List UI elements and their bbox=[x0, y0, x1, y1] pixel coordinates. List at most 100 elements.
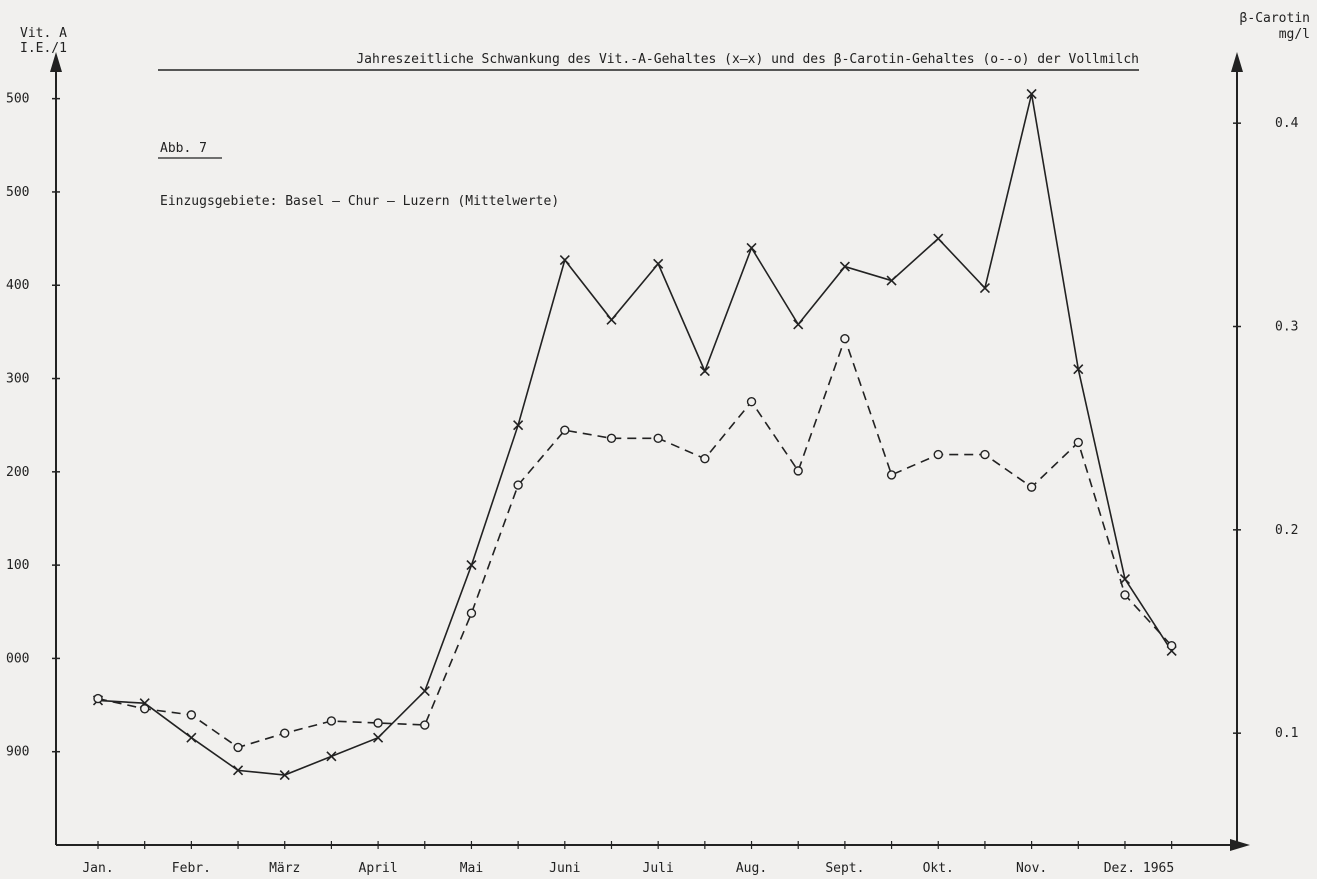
left-tick-label: 500 bbox=[6, 185, 29, 200]
beta_carotin-point bbox=[980, 449, 990, 460]
right-axis-arrowhead bbox=[1231, 52, 1243, 72]
vit_a-point bbox=[466, 560, 477, 571]
vit_a-point bbox=[793, 319, 804, 330]
x-marker-stroke bbox=[326, 751, 337, 762]
x-tick-label: Aug. bbox=[736, 861, 767, 876]
axes-group: Vit. A I.E./1 β-Carotin mg/l Jahreszeitl… bbox=[20, 11, 1310, 851]
beta_carotin-point bbox=[93, 693, 103, 704]
x-marker-stroke bbox=[1073, 364, 1084, 375]
x-marker-stroke bbox=[373, 732, 384, 743]
vit_a-point bbox=[886, 275, 897, 286]
x-marker-stroke bbox=[653, 258, 664, 269]
vit_a-point bbox=[232, 765, 244, 776]
x-tick-label: Mai bbox=[460, 861, 483, 876]
vit_a-point bbox=[326, 751, 337, 762]
beta_carotin-point bbox=[746, 397, 757, 407]
x-marker-stroke bbox=[419, 685, 430, 697]
vit_a-point bbox=[513, 420, 524, 431]
vit_a-point bbox=[839, 261, 850, 272]
x-tick-label: Febr. bbox=[172, 861, 211, 876]
beta_carotin-point bbox=[606, 433, 617, 444]
beta_carotin-point bbox=[1120, 590, 1130, 600]
vit_a-point bbox=[606, 314, 617, 325]
vit_a-point bbox=[699, 366, 710, 377]
x-marker-stroke bbox=[746, 242, 757, 253]
x-ticks-group: Jan. Febr. März April Mai Juni Juli Aug. Sept. Ok… bbox=[82, 841, 1174, 876]
x-tick-label: Juli bbox=[643, 861, 674, 876]
beta_carotin-point bbox=[466, 608, 477, 618]
x-marker-stroke bbox=[886, 275, 897, 286]
vit_a-point bbox=[279, 769, 290, 781]
x-marker-stroke bbox=[232, 765, 244, 776]
vit_a-series-line bbox=[97, 93, 1173, 776]
right-tick-label: 0.2 bbox=[1275, 523, 1298, 538]
x-axis-arrowhead bbox=[1230, 839, 1250, 851]
beta_carotin-point bbox=[420, 720, 430, 730]
vit_a-point bbox=[1119, 574, 1131, 585]
vit_a-point bbox=[1026, 88, 1037, 100]
right-axis-label-line1: β-Carotin bbox=[1240, 11, 1310, 26]
beta_carotin-point bbox=[886, 470, 897, 480]
left-tick-label: 000 bbox=[6, 651, 29, 666]
x-marker-stroke bbox=[559, 254, 570, 266]
x-tick-label: März bbox=[269, 861, 300, 876]
beta_carotin-point bbox=[1026, 482, 1037, 492]
left-tick-label: 400 bbox=[6, 278, 29, 293]
beta_carotin-series-line bbox=[97, 336, 1173, 749]
x-marker-stroke bbox=[1026, 88, 1037, 100]
right-axis-label-line2: mg/l bbox=[1279, 27, 1310, 42]
right-ticks-group: 0.4 0.3 0.2 0.1 bbox=[1233, 116, 1299, 741]
x-tick-label: Juni bbox=[549, 861, 580, 876]
vit_a-point bbox=[1073, 364, 1084, 375]
x-marker-stroke bbox=[793, 319, 804, 330]
left-tick-label: 100 bbox=[6, 558, 29, 573]
x-tick-label: Sept. bbox=[825, 861, 864, 876]
left-tick-label: 200 bbox=[6, 465, 29, 480]
vit_a-point bbox=[653, 258, 664, 269]
left-tick-label: 900 bbox=[6, 745, 29, 760]
beta_carotin-point bbox=[326, 716, 337, 726]
left-axis-label-line1: Vit. A bbox=[20, 26, 67, 41]
x-tick-label: Nov. bbox=[1016, 861, 1047, 876]
beta_carotin-point bbox=[373, 718, 383, 728]
beta_carotin-point bbox=[513, 480, 523, 490]
left-axis-label-line2: I.E./1 bbox=[20, 41, 67, 56]
beta_carotin-point bbox=[1166, 641, 1177, 651]
left-tick-label: 300 bbox=[6, 372, 29, 387]
x-marker-stroke bbox=[839, 261, 850, 272]
x-marker-stroke bbox=[699, 366, 710, 377]
beta_carotin-point bbox=[653, 433, 663, 444]
beta_carotin-point bbox=[700, 453, 710, 464]
vit_a-point bbox=[419, 685, 430, 697]
right-tick-label: 0.3 bbox=[1275, 320, 1298, 335]
beta_carotin-point bbox=[1073, 437, 1083, 448]
x-marker-stroke bbox=[186, 732, 197, 743]
figure-caption: Abb. 7 bbox=[160, 141, 207, 156]
left-axis-arrowhead bbox=[50, 52, 62, 72]
x-tick-label: Okt. bbox=[923, 861, 954, 876]
vit_a-point bbox=[746, 242, 757, 253]
vit_a-point bbox=[373, 732, 384, 743]
vit_a-point bbox=[979, 282, 990, 294]
vit_a-point bbox=[933, 233, 944, 244]
right-tick-label: 0.1 bbox=[1275, 726, 1298, 741]
x-marker-stroke bbox=[933, 233, 944, 244]
chart-title: Jahreszeitliche Schwankung des Vit.-A-Ge… bbox=[356, 52, 1139, 67]
left-tick-label: 500 bbox=[6, 92, 29, 107]
x-marker-stroke bbox=[1119, 574, 1131, 585]
x-tick-label: Dez. 1965 bbox=[1104, 861, 1174, 876]
x-tick-label: April bbox=[359, 861, 398, 876]
x-marker-stroke bbox=[279, 769, 290, 781]
beta_carotin-point bbox=[280, 728, 290, 738]
series-group bbox=[92, 88, 1177, 781]
vit_a-point bbox=[559, 254, 570, 266]
beta_carotin-point bbox=[560, 425, 570, 435]
x-marker-stroke bbox=[606, 314, 617, 325]
x-marker-stroke bbox=[466, 560, 477, 571]
beta_carotin-point bbox=[933, 449, 943, 460]
beta_carotin-point bbox=[233, 742, 243, 753]
x-marker-stroke bbox=[513, 420, 524, 431]
chart-subtitle: Einzugsgebiete: Basel – Chur – Luzern (M… bbox=[160, 194, 559, 209]
